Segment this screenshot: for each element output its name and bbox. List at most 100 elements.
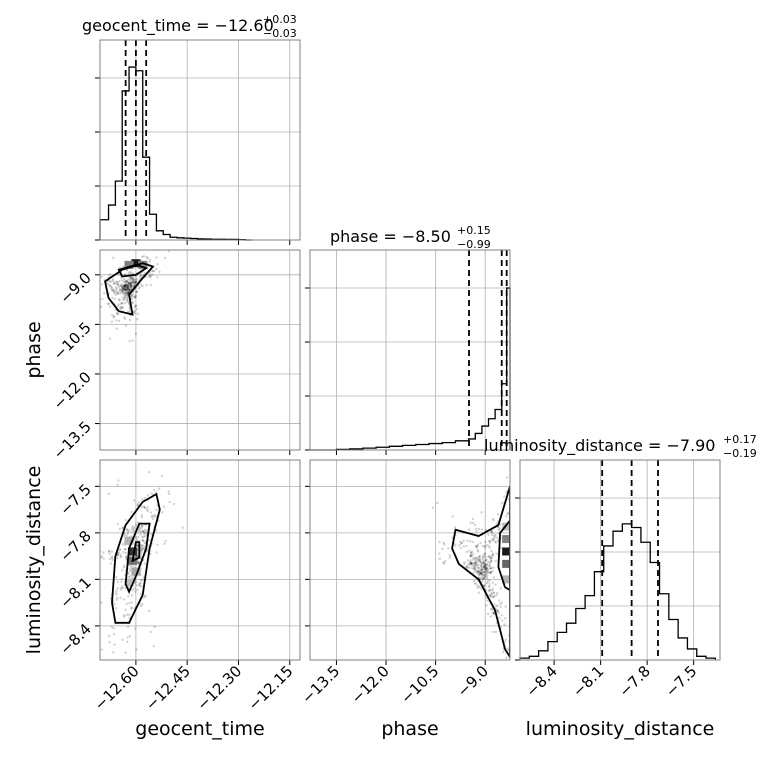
scatter-point: [472, 556, 475, 560]
scatter-point: [510, 676, 512, 678]
ticklabel-y-phase-1: −12.0: [50, 368, 95, 413]
scatter-point: [489, 571, 493, 574]
scatter-point: [500, 614, 504, 617]
scatter-point: [119, 289, 122, 292]
scatter-point: [443, 559, 447, 563]
scatter-point: [130, 276, 133, 280]
scatter-point: [134, 536, 138, 539]
scatter-point: [481, 572, 484, 576]
scatter-point: [115, 280, 118, 284]
ticklabel-x-phase-0: −13.5: [298, 662, 343, 707]
scatter-point: [154, 529, 158, 532]
scatter-point: [465, 566, 469, 570]
scatter-point: [113, 290, 116, 293]
scatter-point: [482, 577, 485, 581]
scatter-point: [495, 594, 498, 597]
scatter-point: [131, 276, 135, 279]
scatter-point: [92, 644, 94, 646]
scatter-point: [494, 540, 497, 543]
scatter-point: [146, 494, 150, 497]
scatter-point: [121, 543, 124, 546]
scatter-point: [118, 288, 122, 291]
scatter-point: [115, 593, 118, 596]
scatter-point: [136, 561, 140, 565]
ticklabel-x-geocent-time-1: −12.45: [142, 662, 194, 714]
scatter-point: [112, 281, 115, 284]
scatter-point: [115, 289, 118, 293]
scatter-point: [125, 284, 128, 288]
scatter-point: [135, 538, 139, 541]
scatter-point: [123, 317, 127, 321]
scatter-point: [481, 579, 484, 582]
scatter-point: [140, 548, 144, 551]
title-phase: phase = −8.50 +0.15 −0.99: [330, 224, 491, 251]
scatter-point: [160, 511, 164, 514]
scatter-point: [118, 284, 122, 288]
scatter-point: [130, 280, 133, 284]
scatter-point: [502, 495, 506, 498]
scatter-point: [139, 592, 143, 596]
scatter-point: [499, 587, 502, 590]
scatter-point: [127, 272, 130, 275]
scatter-point: [151, 517, 154, 521]
scatter-point: [483, 552, 487, 555]
scatter-point: [126, 295, 129, 298]
scatter-point: [102, 551, 105, 554]
scatter-point: [137, 287, 141, 290]
scatter-point: [108, 641, 111, 644]
scatter-point: [134, 295, 137, 299]
scatter-point: [111, 278, 115, 281]
scatter-point: [139, 533, 143, 536]
scatter-point: [482, 566, 486, 569]
ticklabel-x-luminosity-distance-0: −8.4: [522, 662, 560, 700]
scatter-point: [505, 515, 508, 518]
panel-frame: [309, 459, 511, 661]
scatter-point: [121, 586, 124, 590]
scatter-point: [521, 679, 523, 681]
scatter-point: [123, 284, 126, 288]
scatter-point: [115, 596, 119, 600]
scatter-point: [124, 608, 127, 612]
scatter-point: [109, 562, 113, 565]
scatter-point: [100, 283, 104, 286]
scatter-point: [474, 562, 477, 566]
scatter-point: [469, 561, 472, 564]
scatter-point: [469, 554, 473, 557]
scatter-point: [128, 289, 132, 292]
scatter-point: [478, 556, 481, 559]
scatter-point: [121, 286, 125, 289]
scatter-point: [473, 566, 476, 570]
scatter-point: [482, 584, 486, 588]
scatter-point: [143, 542, 147, 545]
title-geocent-time: geocent_time = −12.60 +0.03 −0.03: [82, 13, 297, 40]
scatter-point: [122, 284, 125, 287]
scatter-point: [140, 550, 143, 553]
scatter-point: [124, 289, 128, 292]
density-cell-3: [124, 536, 134, 545]
scatter-point: [488, 540, 492, 543]
scatter-point: [128, 574, 132, 578]
scatter-point: [123, 285, 127, 288]
scatter-point: [127, 283, 130, 287]
scatter-point: [483, 565, 487, 568]
scatter-point: [133, 283, 136, 286]
scatter-point: [163, 542, 166, 545]
scatter-point: [480, 571, 483, 575]
scatter-point: [116, 522, 119, 526]
scatter-point: [141, 544, 144, 547]
scatter-point: [514, 479, 516, 481]
scatter-point: [477, 558, 481, 561]
scatter-point: [125, 286, 129, 290]
scatter-point: [131, 588, 134, 592]
scatter-point: [112, 290, 116, 293]
scatter-point: [489, 561, 493, 564]
scatter-point: [490, 556, 494, 559]
scatter-point: [136, 588, 139, 591]
scatter-point: [491, 531, 494, 534]
scatter-point: [477, 591, 481, 594]
scatter-point: [488, 555, 491, 558]
scatter-point: [443, 543, 446, 546]
scatter-point: [123, 296, 126, 300]
scatter-point: [492, 566, 495, 569]
scatter-point: [480, 562, 484, 566]
